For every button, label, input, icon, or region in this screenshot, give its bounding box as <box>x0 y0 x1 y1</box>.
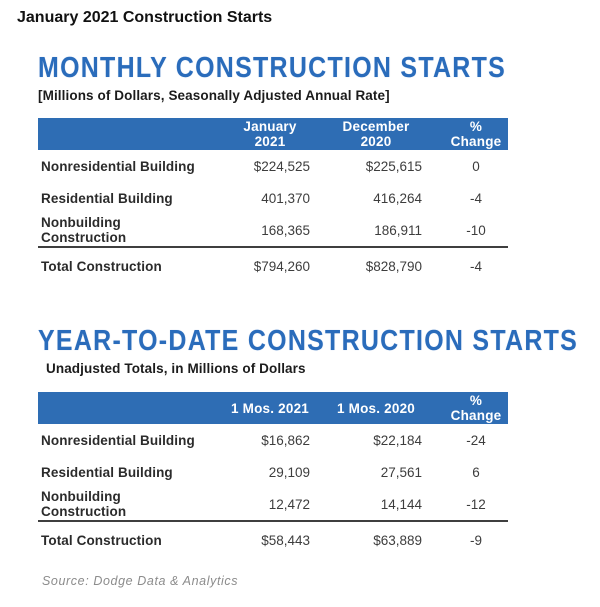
row-label: Nonresidential Building <box>41 158 195 174</box>
table-row: Nonresidential Building $224,525 $225,615 0 <box>38 150 508 182</box>
cell-percent-change: -10 <box>466 222 486 238</box>
column-header-january-2021: January 2021 <box>243 119 297 150</box>
cell-percent-change: -4 <box>469 258 482 274</box>
table-row-total: Total Construction $794,260 $828,790 -4 <box>38 246 508 284</box>
section-year-to-date: YEAR-TO-DATE CONSTRUCTION STARTS Unadjus… <box>38 326 600 558</box>
monthly-subtitle: [Millions of Dollars, Seasonally Adjuste… <box>38 88 390 104</box>
cell-value: $22,184 <box>373 432 422 448</box>
cell-value: 12,472 <box>268 496 310 512</box>
row-label: Total Construction <box>41 532 162 548</box>
ytd-subtitle: Unadjusted Totals, in Millions of Dollar… <box>46 361 306 377</box>
column-header-percent-change: % Change <box>450 119 502 150</box>
cell-percent-change: 0 <box>472 158 480 174</box>
table-body: Nonresidential Building $224,525 $225,615 0… <box>38 150 508 284</box>
cell-value: 401,370 <box>261 190 310 206</box>
source-note: Source: Dodge Data & Analytics <box>42 574 239 589</box>
cell-value: 29,109 <box>268 464 310 480</box>
row-label: Nonbuilding Construction <box>41 489 127 520</box>
ytd-heading: YEAR-TO-DATE CONSTRUCTION STARTS <box>38 325 579 358</box>
row-label: Nonresidential Building <box>41 432 195 448</box>
cell-value: $58,443 <box>261 532 310 548</box>
row-label: Nonbuilding Construction <box>41 215 127 246</box>
cell-percent-change: -4 <box>469 190 482 206</box>
cell-percent-change: 6 <box>472 464 480 480</box>
cell-value: 168,365 <box>261 222 310 238</box>
table-header-row: January 2021 December 2020 % Change <box>38 118 508 151</box>
ytd-table: 1 Mos. 2021 1 Mos. 2020 % Change Nonresi… <box>38 392 508 558</box>
table-row-total: Total Construction $58,443 $63,889 -9 <box>38 520 508 558</box>
row-label: Residential Building <box>41 190 173 206</box>
page-title: January 2021 Construction Starts <box>17 9 273 26</box>
table-row: Nonbuilding Construction 12,472 14,144 -12 <box>38 488 508 520</box>
table-row: Nonbuilding Construction 168,365 186,911 -1… <box>38 214 508 246</box>
cell-value: 416,264 <box>373 190 422 206</box>
table-body: Nonresidential Building $16,862 $22,184 -24… <box>38 424 508 558</box>
cell-value: 27,561 <box>380 464 422 480</box>
cell-percent-change: -9 <box>469 532 482 548</box>
table-row: Residential Building 29,109 27,561 6 <box>38 456 508 488</box>
column-header-1mos-2020: 1 Mos. 2020 <box>337 400 415 416</box>
cell-value: $828,790 <box>365 258 422 274</box>
table-row: Nonresidential Building $16,862 $22,184 -24 <box>38 424 508 456</box>
cell-value: $224,525 <box>253 158 310 174</box>
section-monthly: MONTHLY CONSTRUCTION STARTS [Millions of… <box>38 53 600 284</box>
cell-value: $794,260 <box>253 258 310 274</box>
cell-value: $16,862 <box>261 432 310 448</box>
cell-value: $63,889 <box>373 532 422 548</box>
column-header-1mos-2021: 1 Mos. 2021 <box>231 400 309 416</box>
table-header-row: 1 Mos. 2021 1 Mos. 2020 % Change <box>38 392 508 425</box>
cell-value: 186,911 <box>374 222 422 238</box>
cell-percent-change: -12 <box>466 496 486 512</box>
monthly-table: January 2021 December 2020 % Change Nonr… <box>38 118 508 284</box>
monthly-heading: MONTHLY CONSTRUCTION STARTS <box>38 52 507 85</box>
row-label: Total Construction <box>41 258 162 274</box>
column-header-december-2020: December 2020 <box>342 119 410 150</box>
cell-value: $225,615 <box>365 158 422 174</box>
cell-value: 14,144 <box>380 496 422 512</box>
table-row: Residential Building 401,370 416,264 -4 <box>38 182 508 214</box>
row-label: Residential Building <box>41 464 173 480</box>
cell-percent-change: -24 <box>466 432 486 448</box>
column-header-percent-change: % Change <box>450 393 502 424</box>
